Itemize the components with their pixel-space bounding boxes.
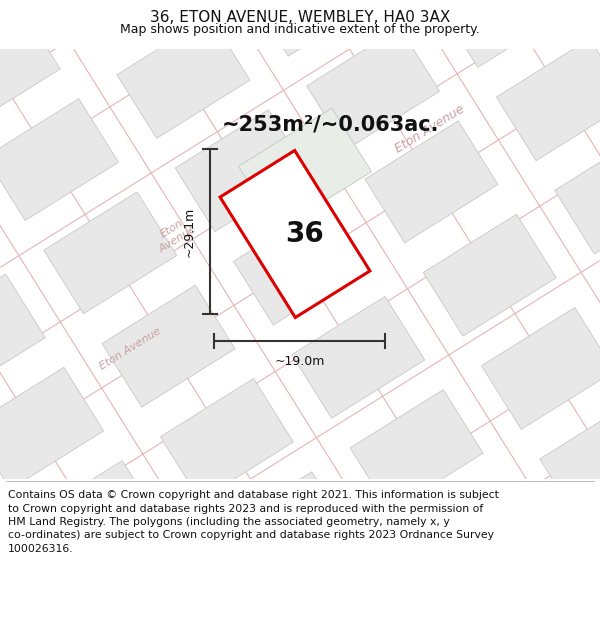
Polygon shape (233, 203, 367, 325)
Polygon shape (0, 6, 60, 127)
Polygon shape (554, 132, 600, 254)
Polygon shape (0, 368, 104, 489)
Text: ~19.0m: ~19.0m (274, 355, 325, 368)
Text: 36, ETON AVENUE, WEMBLEY, HA0 3AX: 36, ETON AVENUE, WEMBLEY, HA0 3AX (150, 9, 450, 24)
Polygon shape (238, 108, 371, 230)
Text: ~253m²/~0.063ac.: ~253m²/~0.063ac. (221, 114, 439, 134)
Polygon shape (44, 192, 177, 314)
Polygon shape (117, 16, 250, 138)
Text: 100026316.: 100026316. (8, 544, 74, 554)
Text: HM Land Registry. The polygons (including the associated geometry, namely x, y: HM Land Registry. The polygons (includin… (8, 517, 450, 527)
Polygon shape (307, 28, 440, 149)
Text: co-ordinates) are subject to Crown copyright and database rights 2023 Ordnance S: co-ordinates) are subject to Crown copyr… (8, 531, 494, 541)
Text: Eton
Avenue: Eton Avenue (151, 214, 199, 254)
Text: Eton Avenue: Eton Avenue (393, 102, 467, 156)
Polygon shape (496, 39, 600, 161)
Polygon shape (540, 401, 600, 522)
Text: to Crown copyright and database rights 2023 and is reproduced with the permissio: to Crown copyright and database rights 2… (8, 504, 483, 514)
Polygon shape (248, 0, 382, 56)
Text: 36: 36 (286, 220, 325, 248)
Polygon shape (102, 285, 235, 407)
Polygon shape (29, 461, 162, 582)
Polygon shape (220, 151, 370, 318)
Polygon shape (350, 389, 483, 511)
Polygon shape (0, 274, 46, 396)
Polygon shape (175, 110, 308, 232)
Text: ~29.1m: ~29.1m (183, 206, 196, 257)
Text: Contains OS data © Crown copyright and database right 2021. This information is : Contains OS data © Crown copyright and d… (8, 490, 499, 500)
Polygon shape (365, 121, 498, 242)
Polygon shape (438, 0, 571, 68)
Polygon shape (423, 214, 556, 336)
Polygon shape (482, 308, 600, 429)
Polygon shape (0, 99, 118, 221)
Text: Map shows position and indicative extent of the property.: Map shows position and indicative extent… (120, 23, 480, 36)
Polygon shape (292, 296, 425, 418)
Polygon shape (160, 379, 293, 501)
Polygon shape (218, 472, 352, 594)
Text: Eton Avenue: Eton Avenue (97, 326, 163, 372)
